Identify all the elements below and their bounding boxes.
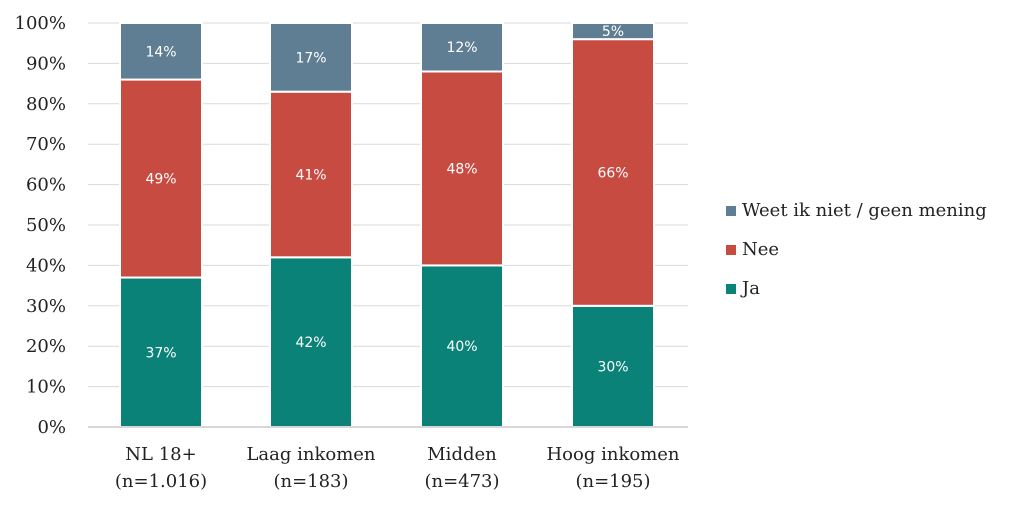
bar-segment (571, 38, 655, 307)
y-tick-label: 100% (15, 13, 66, 34)
x-category-n-label: (n=195) (575, 471, 650, 492)
bar-segment (420, 22, 504, 73)
legend-swatch (726, 206, 736, 216)
data-label: 14% (145, 44, 176, 60)
y-tick-label: 50% (26, 215, 66, 236)
data-label: 41% (295, 168, 326, 184)
bar-segment (119, 78, 203, 279)
data-label: 30% (597, 359, 628, 375)
y-tick-label: 70% (26, 134, 66, 155)
x-category-label: Midden (427, 444, 497, 465)
data-label: 37% (145, 345, 176, 361)
bar-segment (119, 22, 203, 81)
legend-swatch (726, 284, 736, 294)
data-label: 5% (602, 24, 624, 40)
data-labels: 37% 49% 14% 42% 41% 17% 40% 48% 12% 30% 66% 5% (145, 24, 628, 375)
legend-swatch (726, 245, 736, 255)
data-label: 17% (295, 50, 326, 66)
y-tick-label: 10% (26, 377, 66, 398)
x-category-label: NL 18+ (125, 444, 196, 465)
data-label: 49% (145, 172, 176, 188)
y-tick-label: 0% (37, 417, 66, 438)
x-category-n-label: (n=473) (424, 471, 499, 492)
x-category-label: Laag inkomen (246, 444, 375, 465)
y-tick-label: 60% (26, 175, 66, 196)
x-axis-category-labels: NL 18+ (n=1.016) Laag inkomen (n=183) Midden… (115, 444, 680, 492)
y-tick-label: 80% (26, 94, 66, 115)
y-tick-label: 40% (26, 255, 66, 276)
data-label: 48% (446, 161, 477, 177)
legend-label: Nee (742, 239, 779, 260)
legend: Weet ik niet / geen mening Nee Ja (726, 200, 987, 299)
bar-segment (269, 256, 353, 428)
bar-segment (571, 22, 655, 41)
y-tick-label: 90% (26, 53, 66, 74)
bar-segment (420, 264, 504, 428)
data-label: 42% (295, 335, 326, 351)
y-tick-label: 20% (26, 336, 66, 357)
bar-segment (420, 70, 504, 267)
data-label: 66% (597, 165, 628, 181)
bar-segment (269, 22, 353, 93)
bars (119, 22, 655, 428)
x-category-n-label: (n=1.016) (115, 471, 207, 492)
legend-label: Weet ik niet / geen mening (742, 200, 987, 221)
data-label: 12% (446, 40, 477, 56)
y-tick-label: 30% (26, 296, 66, 317)
y-axis-tick-labels: 0% 10% 20% 30% 40% 50% 60% 70% 80% 90% 100% (15, 13, 66, 438)
x-category-label: Hoog inkomen (546, 444, 679, 465)
legend-label: Ja (740, 278, 760, 299)
data-label: 40% (446, 339, 477, 355)
bar-segment (571, 304, 655, 428)
x-category-n-label: (n=183) (273, 471, 348, 492)
bar-segment (269, 90, 353, 259)
